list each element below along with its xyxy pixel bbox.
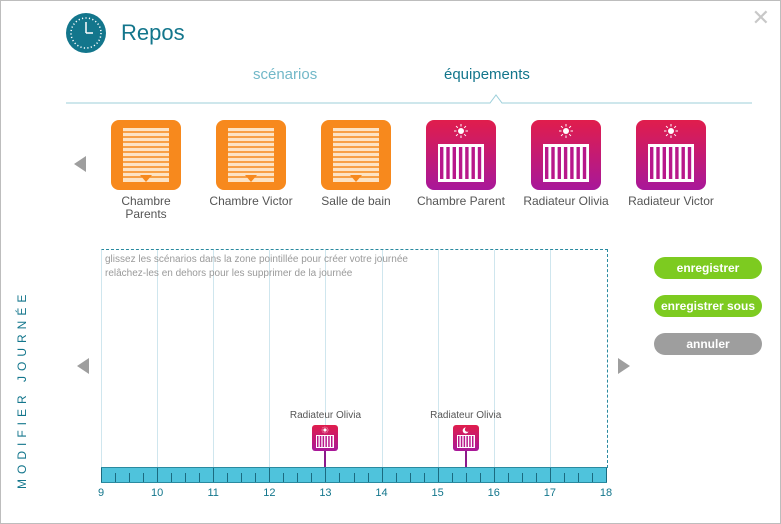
ruler-tick [297, 473, 299, 482]
equipment-tile[interactable]: Radiateur Olivia [511, 120, 621, 208]
ruler-tick [171, 473, 173, 482]
ruler-tick [255, 473, 257, 482]
shutter-icon [216, 120, 286, 190]
radiator-sun-icon [531, 120, 601, 190]
tab-equipements[interactable]: équipements [444, 66, 530, 83]
timeline-gridline [213, 250, 215, 468]
ruler-tick [353, 473, 355, 482]
hour-label: 13 [319, 487, 332, 499]
hour-label: 11 [207, 487, 219, 499]
cancel-button[interactable]: annuler [654, 333, 762, 355]
equipment-label: Chambre Parents [121, 194, 171, 221]
radiator-moon-icon [452, 425, 479, 451]
ruler-tick [367, 473, 369, 482]
hour-label: 17 [543, 487, 556, 499]
ruler-tick [283, 473, 285, 482]
ruler-tick [129, 473, 131, 482]
ruler-tick [185, 473, 187, 482]
ruler-tick [591, 473, 593, 482]
ruler-tick [325, 468, 327, 482]
close-icon[interactable]: ✕ [751, 5, 770, 30]
ruler-tick [577, 473, 579, 482]
tab-scenarios[interactable]: scénarios [253, 66, 318, 83]
timeline-hint-2: relâchez-les en dehors pour les supprime… [105, 268, 353, 279]
timeline-hint-1: glissez les scénarios dans la zone point… [105, 254, 408, 265]
ruler-tick [535, 473, 537, 482]
event-marker-stem [464, 451, 467, 467]
timeline-event[interactable]: Radiateur Olivia [275, 410, 375, 467]
ruler-tick [199, 473, 201, 482]
ruler-tick [423, 473, 425, 482]
save-as-button[interactable]: enregistrer sous [654, 295, 762, 317]
radiator-sun-icon [636, 120, 706, 190]
event-label: Radiateur Olivia [430, 410, 502, 421]
ruler-tick [563, 473, 565, 482]
event-marker-stem [324, 451, 327, 467]
ruler-tick [213, 468, 215, 482]
equipment-tile[interactable]: Chambre Parents [91, 120, 201, 221]
ruler-tick [437, 468, 439, 482]
ruler-tick [227, 473, 229, 482]
ruler-tick [451, 473, 453, 482]
ruler-tick [311, 473, 313, 482]
equipment-tile[interactable]: Radiateur Victor [616, 120, 726, 208]
save-button[interactable]: enregistrer [654, 257, 762, 279]
ruler-tick [269, 468, 271, 482]
ruler-tick [493, 468, 495, 482]
hour-label: 9 [97, 487, 105, 499]
ruler-tick [339, 473, 341, 482]
hour-label: 16 [487, 487, 500, 499]
timeline-gridline [493, 250, 495, 468]
shutter-icon [111, 120, 181, 190]
equipment-label: Chambre Parent [416, 194, 506, 208]
ruler-tick [101, 468, 102, 482]
ruler-tick [157, 468, 159, 482]
ruler-tick [521, 473, 523, 482]
equipment-label: Radiateur Victor [628, 194, 714, 208]
hour-label: 15 [431, 487, 444, 499]
timeline-gridline [325, 250, 327, 468]
timeline-gridline [549, 250, 551, 468]
ruler-tick [409, 473, 411, 482]
equipment-tile[interactable]: Chambre Victor [196, 120, 306, 208]
ruler-tick [115, 473, 117, 482]
equip-prev-arrow-icon[interactable] [74, 156, 86, 172]
ruler-tick [465, 473, 467, 482]
ruler-tick [479, 473, 481, 482]
timeline-prev-arrow-icon[interactable] [77, 358, 89, 374]
radiator-sun-icon [426, 120, 496, 190]
hour-label: 18 [599, 487, 613, 499]
ruler-tick [606, 468, 607, 482]
equipment-label: Chambre Victor [209, 194, 293, 208]
timeline-gridline [157, 250, 159, 468]
shutter-icon [321, 120, 391, 190]
equipment-label: Radiateur Olivia [523, 194, 609, 208]
hour-label: 12 [263, 487, 276, 499]
hour-label: 10 [150, 487, 164, 499]
equipment-label: Salle de bain [321, 194, 391, 208]
ruler-tick [143, 473, 145, 482]
ruler-tick [241, 473, 243, 482]
equipment-tile[interactable]: Chambre Parent [406, 120, 516, 208]
timeline-gridline [269, 250, 271, 468]
page-title: Repos [121, 20, 185, 45]
timeline-gridline [437, 250, 439, 468]
timeline-dropzone[interactable] [101, 249, 608, 468]
ruler-tick [395, 473, 397, 482]
timeline-gridline [381, 250, 383, 468]
ruler-tick [507, 473, 509, 482]
timeline-event[interactable]: Radiateur Olivia [416, 410, 516, 467]
hour-label: 14 [375, 487, 388, 499]
ruler-tick [549, 468, 551, 482]
event-label: Radiateur Olivia [289, 410, 362, 421]
tab-underline [66, 94, 752, 104]
modifier-journee-label: MODIFIER JOURNÉE [15, 289, 29, 489]
radiator-sun-icon [312, 425, 339, 451]
equipment-tile[interactable]: Salle de bain [301, 120, 411, 208]
ruler-tick [381, 468, 383, 482]
clock-icon [66, 13, 106, 53]
timeline-next-arrow-icon[interactable] [618, 358, 630, 374]
